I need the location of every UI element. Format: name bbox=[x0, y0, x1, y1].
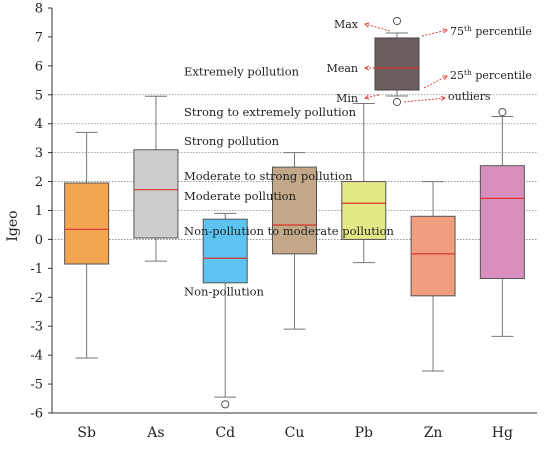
y-tick-label: -1 bbox=[30, 262, 43, 277]
y-axis-title: Igeo bbox=[5, 210, 21, 241]
y-tick-label: 6 bbox=[35, 59, 43, 74]
y-tick-label: 5 bbox=[35, 88, 43, 103]
legend-outlier-top bbox=[392, 16, 402, 26]
x-tick-label: Pb bbox=[355, 425, 373, 441]
box-cu bbox=[272, 166, 317, 255]
x-tick-label: Cu bbox=[285, 425, 305, 441]
box-group-cu bbox=[272, 152, 317, 330]
legend-arrow-p75-head bbox=[442, 28, 448, 34]
x-tick-label: As bbox=[146, 425, 164, 441]
box-cd bbox=[202, 218, 248, 284]
zone-label: Extremely pollution bbox=[184, 65, 300, 79]
box-zn bbox=[410, 215, 456, 297]
zone-label: Strong pollution bbox=[184, 134, 280, 148]
x-tick-label: Cd bbox=[215, 425, 235, 441]
legend-max-label: Max bbox=[334, 18, 359, 31]
legend-arrow-outliers bbox=[403, 97, 446, 103]
legend-arrow-outliers-head bbox=[440, 95, 446, 101]
y-tick-label: 1 bbox=[35, 204, 43, 219]
legend-arrow-mean-head bbox=[364, 65, 370, 71]
legend-min-label: Min bbox=[336, 92, 358, 105]
outlier-point bbox=[221, 400, 230, 409]
outlier-point bbox=[498, 108, 507, 117]
y-tick-label: 3 bbox=[35, 146, 43, 161]
box-group-pb bbox=[341, 102, 387, 264]
zone-label: Non-pollution bbox=[184, 285, 265, 299]
zone-label: Moderate pollution bbox=[184, 189, 297, 203]
box-group-as bbox=[133, 95, 179, 262]
legend-arrow-p25 bbox=[423, 75, 448, 89]
zone-labels: Extremely pollution Strong to extremely p… bbox=[184, 65, 395, 299]
legend-arrow-min bbox=[364, 94, 380, 99]
y-axis: -6 -5 -4 -3 -2 -1 0 1 2 3 4 5 6 7 8 bbox=[30, 2, 53, 422]
y-tick-label: 4 bbox=[35, 117, 43, 132]
legend-arrow-p25-head bbox=[442, 75, 448, 80]
legend-arrow-max-head bbox=[364, 22, 370, 28]
x-tick-label: Zn bbox=[424, 425, 443, 441]
legend-outliers-label: outliers bbox=[448, 90, 491, 103]
zone-label: Non-pollution to moderate pollution bbox=[184, 224, 395, 238]
y-tick-label: -4 bbox=[30, 349, 43, 364]
y-tick-label: -5 bbox=[30, 378, 43, 393]
box-as bbox=[133, 149, 179, 239]
legend-arrow-max bbox=[364, 23, 391, 32]
legend-mean-label: Mean bbox=[327, 62, 358, 75]
y-tick-label: 8 bbox=[35, 2, 43, 17]
y-tick-label: -2 bbox=[30, 291, 43, 306]
legend: Max Mean Min outliers 75th percentile 25th pe… bbox=[327, 16, 532, 107]
box-group-zn bbox=[410, 181, 456, 372]
legend-arrow-min-head bbox=[364, 94, 370, 100]
legend-box bbox=[374, 37, 420, 91]
y-tick-label: 7 bbox=[35, 30, 43, 45]
legend-arrow-p75 bbox=[421, 29, 448, 37]
box-hg bbox=[479, 165, 525, 279]
x-tick-label: Sb bbox=[77, 425, 96, 441]
box-group-sb bbox=[64, 131, 110, 359]
x-axis: Sb As Cd Cu Pb Zn Hg bbox=[52, 412, 537, 441]
box-sb bbox=[64, 182, 110, 265]
box-pb bbox=[341, 181, 387, 240]
box-series bbox=[64, 95, 525, 409]
legend-p25-label: 25th percentile bbox=[450, 68, 532, 83]
zone-label: Strong to extremely pollution bbox=[184, 105, 357, 119]
box-group-cd bbox=[202, 212, 248, 409]
x-tick-label: Hg bbox=[492, 425, 513, 441]
y-tick-label: 2 bbox=[35, 175, 43, 190]
y-tick-label: -3 bbox=[30, 320, 43, 335]
legend-outlier-bottom bbox=[392, 97, 402, 107]
box-group-hg bbox=[479, 108, 525, 337]
zone-label: Moderate to strong pollution bbox=[184, 169, 353, 183]
legend-p75-label: 75th percentile bbox=[450, 24, 532, 39]
y-tick-label: -6 bbox=[30, 407, 43, 422]
y-tick-label: 0 bbox=[35, 233, 43, 248]
